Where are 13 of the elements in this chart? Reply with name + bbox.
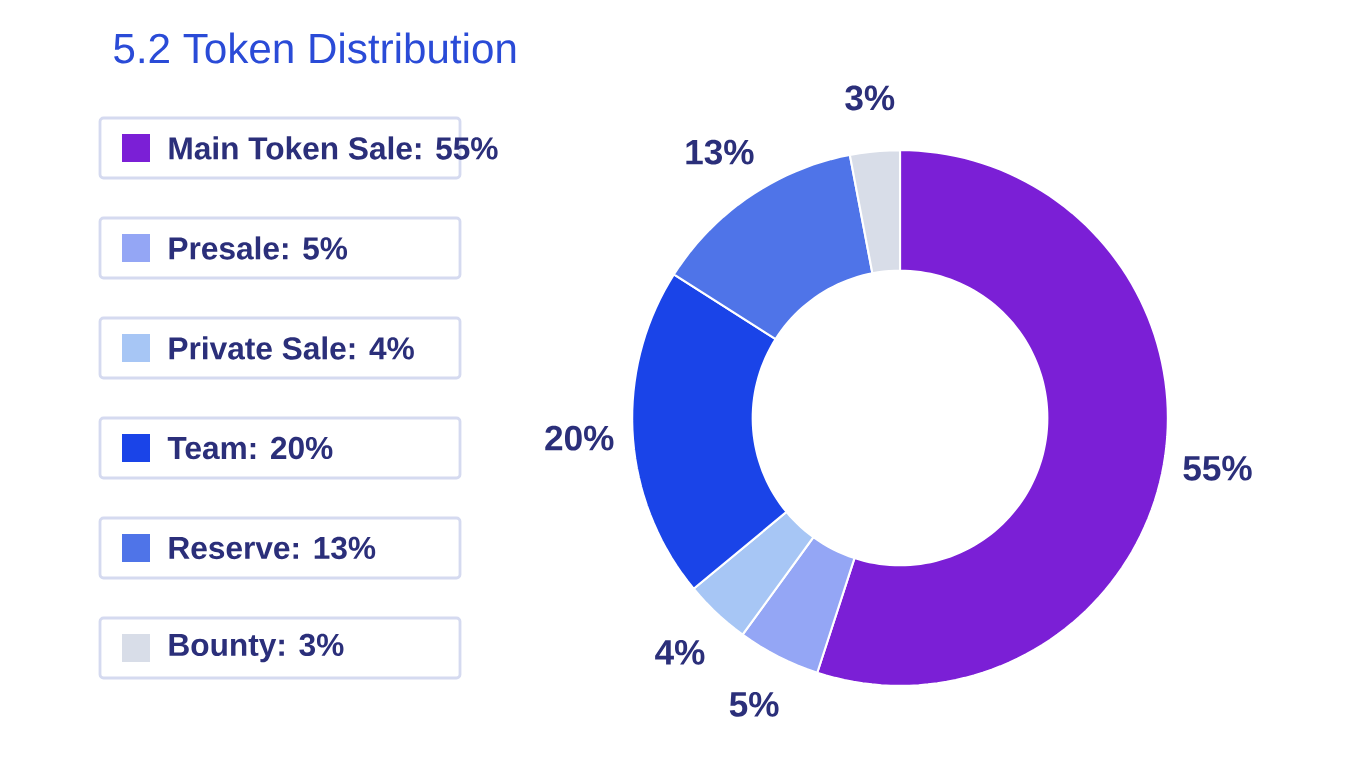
- data-label: 3%: [845, 85, 895, 111]
- data-label: 4%: [655, 639, 705, 665]
- data-label: 5%: [729, 691, 779, 717]
- chart-title: 5.2 Token Distribution: [114, 32, 516, 64]
- legend-label: Team: 20%: [167, 436, 333, 460]
- data-label: 20%: [545, 425, 614, 451]
- legend-label: Bounty: 3%: [169, 633, 344, 663]
- legend-label: Main Token Sale: 55%: [169, 136, 498, 160]
- data-label: 55%: [1183, 455, 1252, 481]
- data-label: 13%: [686, 139, 754, 165]
- legend-label: Private Sale: 4%: [169, 336, 414, 360]
- legend-label: Reserve: 13%: [169, 536, 376, 560]
- legend-label: Presale: 5%: [169, 236, 348, 260]
